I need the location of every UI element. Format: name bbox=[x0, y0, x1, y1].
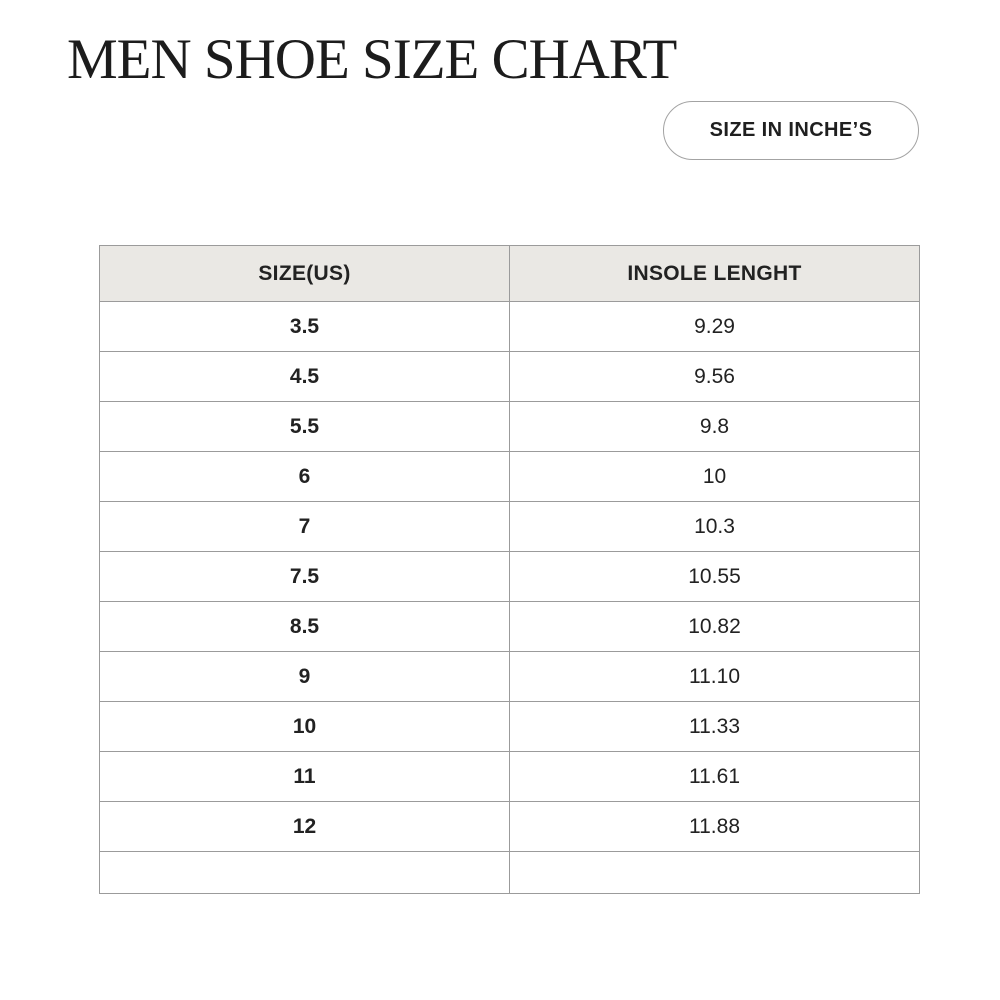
table-row bbox=[99, 851, 920, 894]
table-row: 5.5 9.8 bbox=[99, 401, 920, 452]
insole-length-cell: 10.82 bbox=[509, 601, 920, 652]
insole-length-cell: 11.10 bbox=[509, 651, 920, 702]
size-cell: 9 bbox=[99, 651, 510, 702]
insole-length-cell: 11.33 bbox=[509, 701, 920, 752]
table-body: 3.5 9.29 4.5 9.56 5.5 9.8 6 10 7 10.3 7.5 10.55 8.5 1… bbox=[99, 301, 920, 894]
size-table: SIZE(US) INSOLE LENGHT 3.5 9.29 4.5 9.56 5.5… bbox=[99, 245, 920, 894]
table-row: 3.5 9.29 bbox=[99, 301, 920, 352]
table-row: 7.5 10.55 bbox=[99, 551, 920, 602]
size-cell: 5.5 bbox=[99, 401, 510, 452]
size-cell: 11 bbox=[99, 751, 510, 802]
size-cell: 7.5 bbox=[99, 551, 510, 602]
page-title: MEN SHOE SIZE CHART bbox=[67, 28, 677, 91]
table-header: SIZE(US) INSOLE LENGHT bbox=[99, 245, 920, 302]
size-unit-badge[interactable]: SIZE IN INCHE’S bbox=[663, 101, 919, 160]
size-cell: 8.5 bbox=[99, 601, 510, 652]
table-row: 9 11.10 bbox=[99, 651, 920, 702]
insole-length-cell: 10 bbox=[509, 451, 920, 502]
size-unit-badge-label: SIZE IN INCHE’S bbox=[709, 119, 873, 141]
table-header-row: SIZE(US) INSOLE LENGHT bbox=[99, 245, 920, 302]
size-cell: 6 bbox=[99, 451, 510, 502]
size-column-header: SIZE(US) bbox=[99, 245, 510, 302]
table-row: 11 11.61 bbox=[99, 751, 920, 802]
size-cell: 7 bbox=[99, 501, 510, 552]
insole-length-cell bbox=[509, 851, 920, 894]
insole-length-cell: 10.55 bbox=[509, 551, 920, 602]
insole-length-cell: 11.61 bbox=[509, 751, 920, 802]
size-cell: 10 bbox=[99, 701, 510, 752]
table-row: 8.5 10.82 bbox=[99, 601, 920, 652]
insole-length-cell: 10.3 bbox=[509, 501, 920, 552]
insole-length-cell: 9.56 bbox=[509, 351, 920, 402]
size-cell: 12 bbox=[99, 801, 510, 852]
insole-length-cell: 11.88 bbox=[509, 801, 920, 852]
insole-length-cell: 9.8 bbox=[509, 401, 920, 452]
size-cell: 4.5 bbox=[99, 351, 510, 402]
table-row: 4.5 9.56 bbox=[99, 351, 920, 402]
insole-length-cell: 9.29 bbox=[509, 301, 920, 352]
table-row: 12 11.88 bbox=[99, 801, 920, 852]
size-cell bbox=[99, 851, 510, 894]
table-row: 10 11.33 bbox=[99, 701, 920, 752]
table-row: 6 10 bbox=[99, 451, 920, 502]
insole-column-header: INSOLE LENGHT bbox=[509, 245, 920, 302]
size-cell: 3.5 bbox=[99, 301, 510, 352]
table-row: 7 10.3 bbox=[99, 501, 920, 552]
